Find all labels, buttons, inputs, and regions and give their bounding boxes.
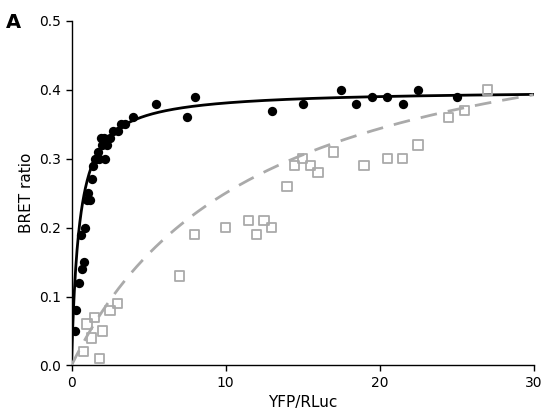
Point bbox=[75, 279, 84, 286]
Point bbox=[113, 128, 122, 134]
Point bbox=[92, 155, 101, 162]
Point bbox=[113, 300, 122, 307]
Point bbox=[87, 334, 96, 341]
Point bbox=[367, 93, 376, 100]
Point bbox=[79, 259, 88, 265]
Point bbox=[260, 218, 268, 224]
Point bbox=[460, 107, 469, 114]
Point bbox=[175, 273, 184, 279]
Point bbox=[72, 307, 80, 314]
Point bbox=[414, 87, 422, 93]
Point bbox=[314, 169, 322, 176]
Y-axis label: BRET ratio: BRET ratio bbox=[19, 153, 34, 234]
Point bbox=[90, 155, 99, 162]
Point bbox=[100, 135, 108, 142]
Point bbox=[283, 183, 292, 190]
Point bbox=[96, 135, 105, 142]
Point bbox=[444, 114, 453, 121]
Point bbox=[95, 355, 103, 362]
Point bbox=[244, 218, 253, 224]
Point bbox=[90, 314, 99, 320]
Point bbox=[483, 87, 492, 93]
Point bbox=[117, 121, 125, 128]
Point bbox=[221, 224, 230, 231]
Point bbox=[82, 197, 91, 203]
Point bbox=[183, 114, 191, 121]
Point bbox=[452, 93, 461, 100]
Point bbox=[267, 224, 276, 231]
Point bbox=[414, 142, 422, 148]
Point bbox=[102, 142, 111, 148]
Point bbox=[101, 155, 110, 162]
Point bbox=[76, 231, 85, 238]
Point bbox=[398, 155, 407, 162]
Point bbox=[152, 100, 161, 107]
Point bbox=[84, 190, 93, 197]
Text: A: A bbox=[6, 13, 21, 32]
Point bbox=[98, 328, 107, 334]
Point bbox=[94, 149, 102, 155]
Point bbox=[190, 93, 199, 100]
Point bbox=[109, 128, 118, 134]
Point bbox=[398, 100, 407, 107]
Point bbox=[290, 162, 299, 169]
Point bbox=[383, 155, 392, 162]
Point bbox=[86, 197, 95, 203]
Point bbox=[329, 149, 338, 155]
Point bbox=[298, 155, 307, 162]
Point bbox=[190, 231, 199, 238]
Point bbox=[70, 328, 79, 334]
Point bbox=[87, 176, 96, 183]
Point bbox=[106, 135, 114, 142]
Point bbox=[306, 162, 315, 169]
Point bbox=[267, 107, 276, 114]
Point bbox=[337, 87, 345, 93]
Point bbox=[106, 307, 114, 314]
Point bbox=[98, 142, 107, 148]
Point bbox=[89, 162, 97, 169]
Point bbox=[352, 100, 361, 107]
Point bbox=[252, 231, 261, 238]
Point bbox=[82, 321, 91, 328]
Point bbox=[129, 114, 138, 121]
Point bbox=[383, 93, 392, 100]
Point bbox=[81, 224, 90, 231]
Point bbox=[298, 100, 307, 107]
Point bbox=[360, 162, 368, 169]
X-axis label: YFP/RLuc: YFP/RLuc bbox=[268, 395, 337, 410]
Point bbox=[95, 155, 103, 162]
Point bbox=[78, 265, 87, 272]
Point bbox=[79, 348, 88, 355]
Point bbox=[121, 121, 130, 128]
